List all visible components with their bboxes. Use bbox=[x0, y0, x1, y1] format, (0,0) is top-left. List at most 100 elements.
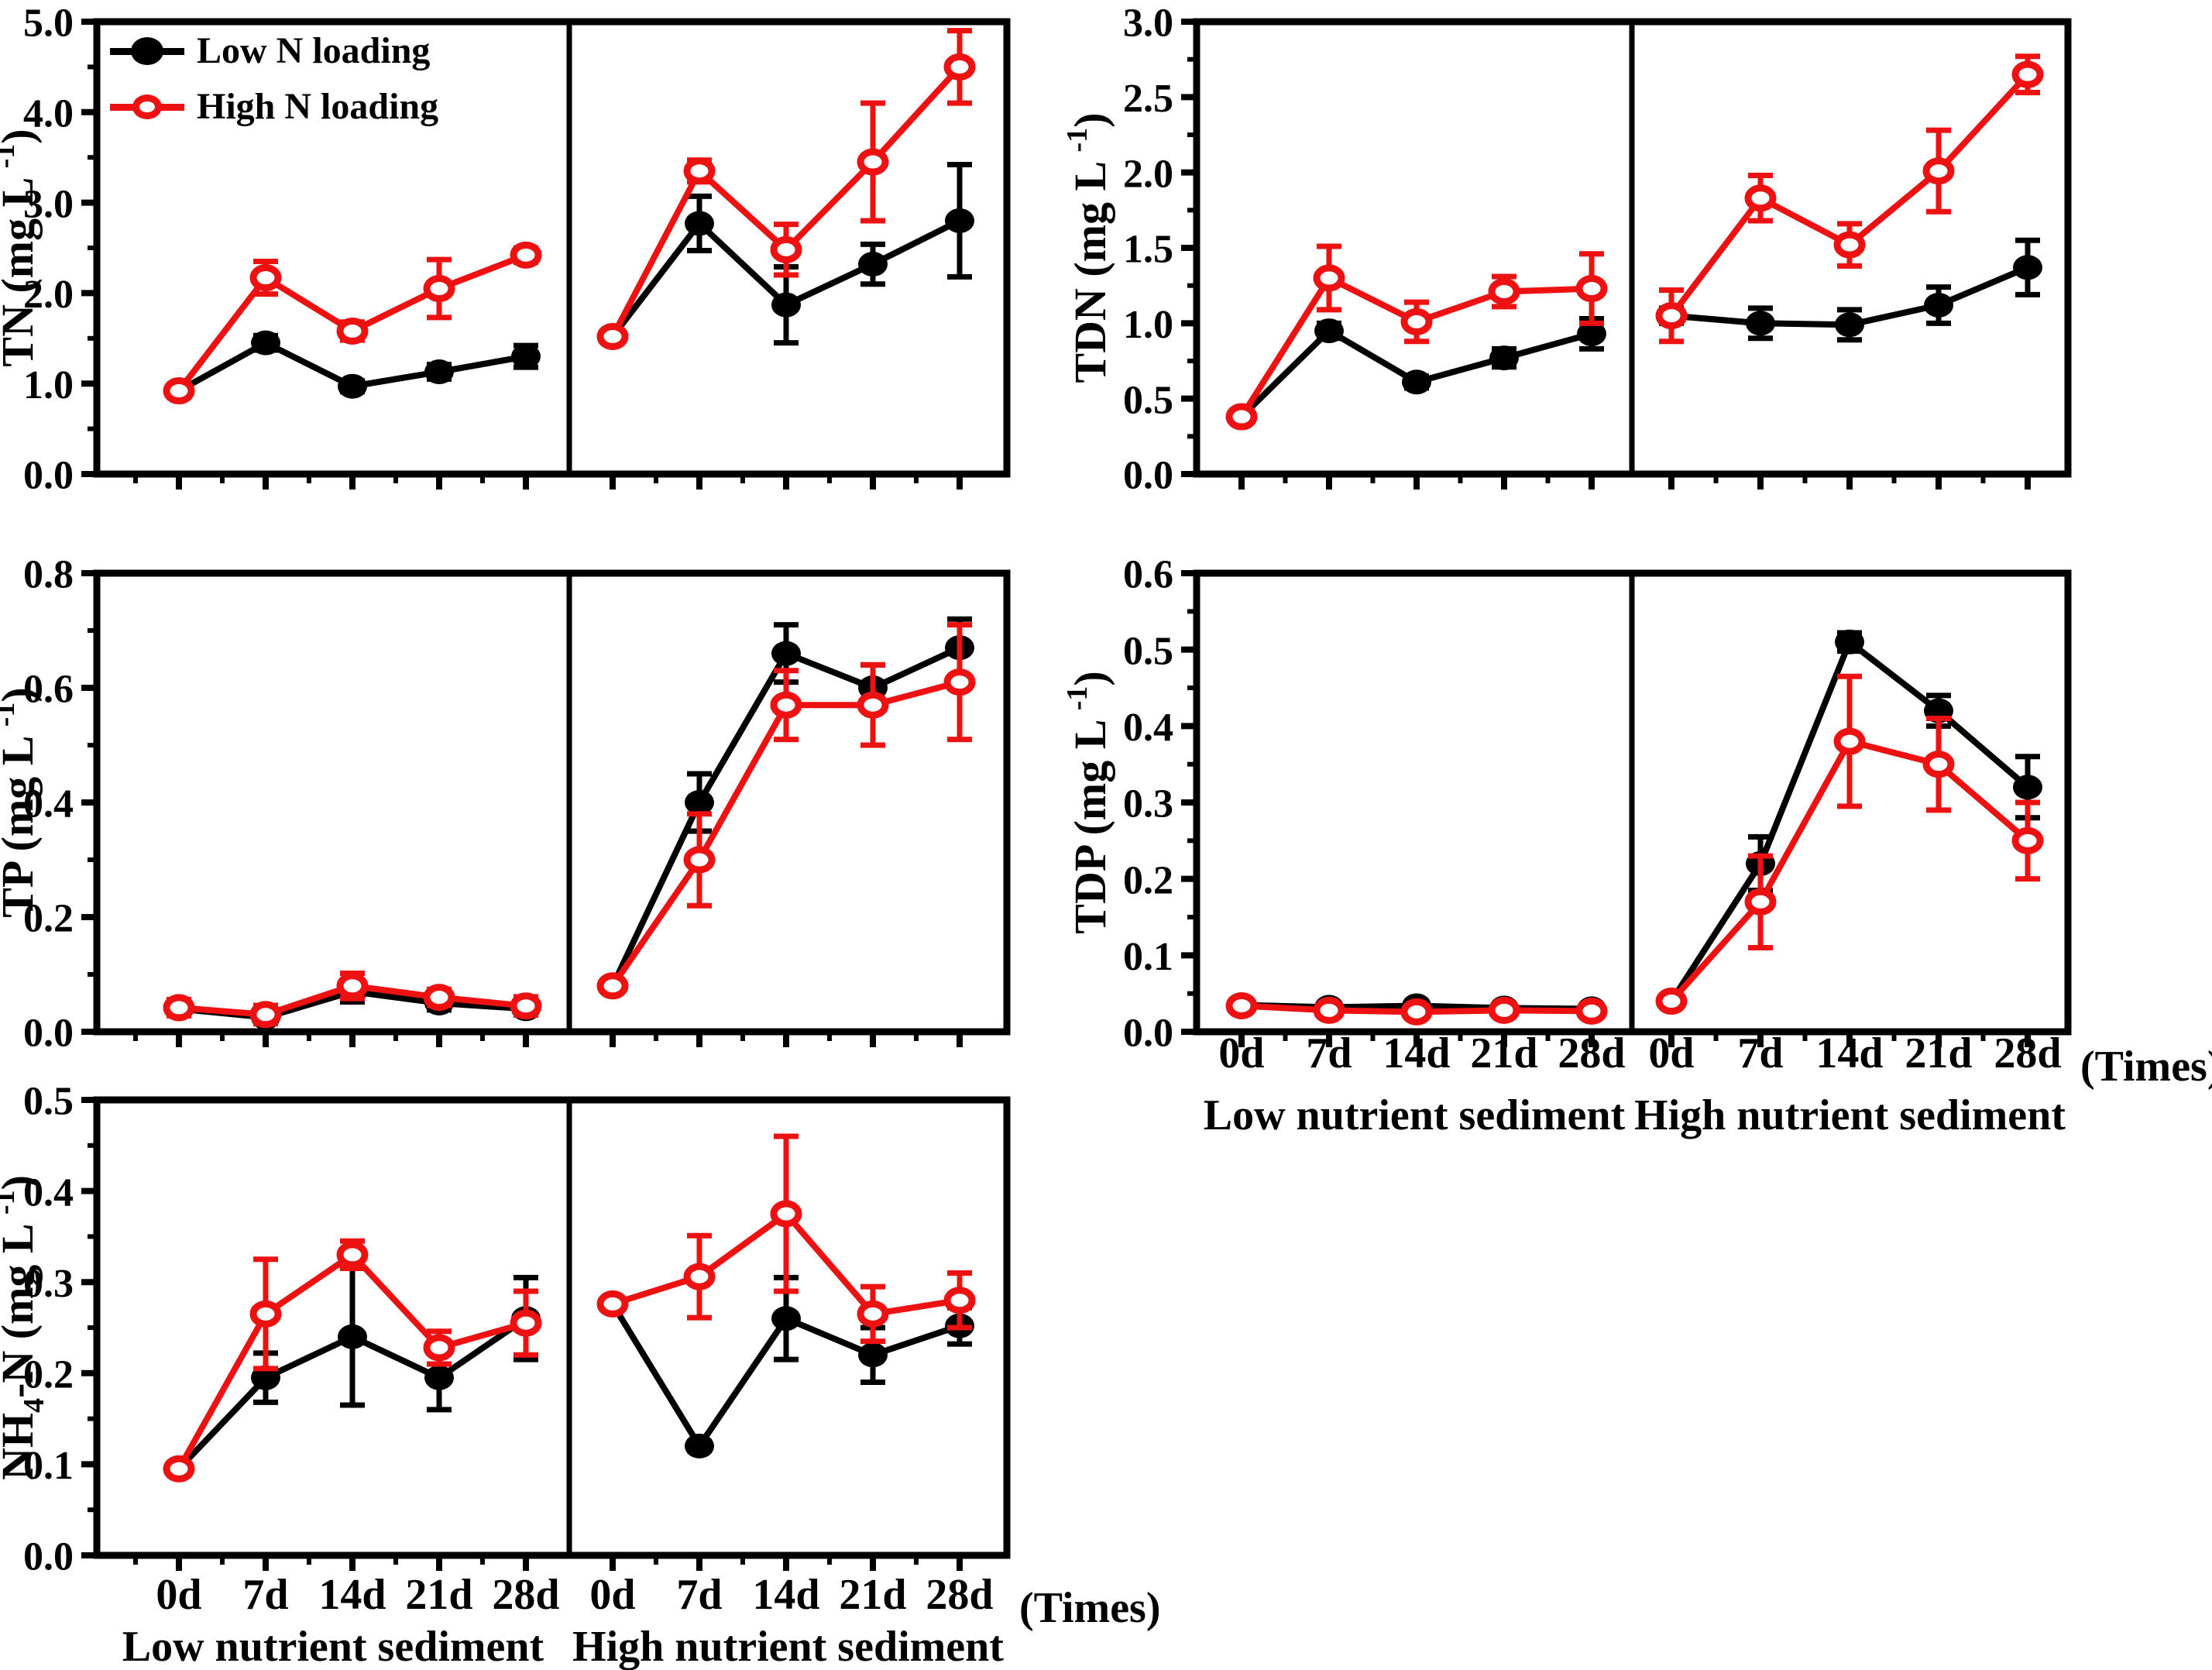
nh4-panel-caption: High nutrient sediment bbox=[572, 1623, 1004, 1670]
open-marker bbox=[943, 1287, 976, 1314]
tdp-panel-0-series-high-n-loading bbox=[1225, 991, 1608, 1026]
filled-marker bbox=[1577, 321, 1606, 346]
filled-marker bbox=[1746, 311, 1775, 336]
tdp-x-tick-label: 21d bbox=[1905, 1029, 1972, 1077]
nh4-y-axis: 0.0 0.1 0.2 0.3 0.4 0.5 bbox=[23, 1080, 97, 1579]
filled-marker bbox=[685, 790, 714, 815]
tdp-y-tick-label: 0.1 bbox=[1123, 935, 1173, 979]
open-marker bbox=[1313, 996, 1345, 1024]
tdp-y-tick-label: 0.2 bbox=[1123, 858, 1173, 902]
open-marker bbox=[596, 322, 629, 350]
tn-y-axis: 0.0 1.0 2.0 3.0 4.0 5.0 bbox=[23, 2, 97, 498]
filled-marker bbox=[1314, 318, 1344, 344]
tp-panel-1-series-high-n-loading bbox=[596, 622, 976, 1000]
nh4-y-axis-title: NH4-N (mg L -1) bbox=[0, 1175, 50, 1480]
tn-y-tick-label: 0.0 bbox=[23, 454, 74, 498]
filled-marker bbox=[945, 208, 974, 233]
tn-panel-0-series-high-n-loading bbox=[163, 241, 542, 405]
filled-black-circle-icon bbox=[110, 33, 184, 69]
open-marker bbox=[857, 148, 889, 176]
open-marker bbox=[1488, 996, 1520, 1024]
filled-marker bbox=[771, 641, 801, 666]
tn-y-axis-title: TN (mg L -1) bbox=[0, 129, 43, 366]
tdp-y-axis-title: TDP (mg L -1) bbox=[1061, 671, 1115, 933]
nh4-y-tick-label: 0.4 bbox=[23, 1170, 74, 1215]
open-marker bbox=[596, 972, 629, 1000]
tdn-y-axis-title: TDN (mg L -1) bbox=[1061, 112, 1115, 383]
tdp-x-tick-label: 0d bbox=[1218, 1029, 1264, 1077]
chart-nh4: 0.0 0.1 0.2 0.3 0.4 0.5 0d 7d 14d 21d 28d Low nutri… bbox=[0, 1069, 1193, 1670]
tp-y-axis: 0.0 0.2 0.4 0.6 0.8 bbox=[23, 553, 97, 1056]
tdp-y-axis: 0.0 0.1 0.2 0.3 0.4 0.5 0.6 bbox=[1123, 553, 1197, 1056]
tp-y-tick-label: 0.6 bbox=[23, 668, 74, 712]
tdn-y-tick-label: 0.5 bbox=[1123, 378, 1173, 422]
tdp-y-tick-label: 0.4 bbox=[1123, 706, 1173, 750]
open-marker bbox=[1575, 275, 1608, 303]
tn-y-tick-label: 5.0 bbox=[23, 2, 74, 46]
legend-label-low-n: Low N loading bbox=[197, 30, 431, 71]
legend: Low N loading High N loading bbox=[110, 29, 438, 129]
open-marker bbox=[943, 53, 976, 81]
nh4-y-tick-label: 0.3 bbox=[23, 1262, 74, 1306]
open-marker bbox=[683, 157, 716, 185]
open-marker bbox=[1488, 277, 1520, 305]
tp-y-tick-label: 0.4 bbox=[23, 782, 74, 826]
tdn-y-tick-label: 0.0 bbox=[1123, 454, 1173, 498]
open-marker bbox=[1744, 184, 1777, 212]
tn-panel-1-series-high-n-loading bbox=[596, 28, 976, 350]
nh4-x-tick-label: 7d bbox=[676, 1571, 722, 1619]
tdp-x-tick-label: 7d bbox=[1306, 1029, 1352, 1077]
filled-marker bbox=[1835, 629, 1864, 655]
legend-item-high-n: High N loading bbox=[110, 85, 438, 129]
open-marker bbox=[163, 994, 195, 1022]
open-marker bbox=[336, 317, 369, 345]
open-marker bbox=[1400, 308, 1433, 335]
filled-marker bbox=[685, 1433, 714, 1459]
tp-chart-svg: 0.0 0.2 0.4 0.6 0.8 TP (mg L -1) bbox=[0, 553, 1011, 1056]
nh4-times-label: (Times) bbox=[1019, 1584, 1161, 1632]
filled-marker bbox=[2013, 775, 2042, 800]
nh4-x-tick-label: 21d bbox=[405, 1571, 472, 1619]
open-marker bbox=[249, 264, 282, 292]
tdp-y-tick-label: 0.3 bbox=[1123, 782, 1173, 826]
plot-frame bbox=[93, 569, 1011, 1036]
tn-y-tick-label: 1.0 bbox=[23, 363, 74, 407]
open-marker bbox=[163, 1455, 195, 1483]
tdn-y-tick-label: 3.0 bbox=[1123, 2, 1173, 46]
open-marker bbox=[249, 1001, 282, 1029]
open-marker bbox=[857, 1300, 889, 1328]
tdp-y-tick-label: 0.0 bbox=[1123, 1012, 1173, 1056]
legend-label-high-n: High N loading bbox=[197, 86, 439, 127]
open-marker bbox=[1744, 888, 1777, 916]
tdp-times-label: (Times) bbox=[2080, 1043, 2212, 1091]
open-marker bbox=[1313, 264, 1345, 292]
open-marker bbox=[2011, 826, 2044, 854]
tn-y-tick-label: 4.0 bbox=[23, 92, 74, 136]
open-marker bbox=[1833, 727, 1866, 755]
tdp-x-tick-label: 21d bbox=[1470, 1029, 1537, 1077]
tdp-panel-1-series-high-n-loading bbox=[1655, 673, 2044, 1015]
tp-y-tick-label: 0.0 bbox=[23, 1012, 74, 1056]
open-marker bbox=[1400, 998, 1433, 1026]
tp-y-tick-label: 0.8 bbox=[23, 553, 74, 597]
tdp-x-tick-label: 7d bbox=[1737, 1029, 1783, 1077]
filled-marker bbox=[1402, 369, 1431, 395]
tp-frame bbox=[93, 569, 1011, 1036]
tdp-x-tick-label: 14d bbox=[1382, 1029, 1450, 1077]
nh4-y-tick-label: 0.2 bbox=[23, 1353, 74, 1397]
tdn-y-tick-label: 2.0 bbox=[1123, 152, 1173, 196]
open-marker bbox=[1833, 231, 1866, 259]
tdp-panel-caption: Low nutrient sediment bbox=[1204, 1091, 1626, 1139]
open-marker bbox=[423, 275, 455, 303]
filled-marker bbox=[1924, 292, 1953, 318]
tdp-x-axis: 0d 7d 14d 21d 28d Low nutrient sediment 0d 7d 14… bbox=[1204, 1029, 2212, 1139]
open-marker bbox=[1922, 157, 1955, 185]
filled-marker bbox=[771, 292, 801, 318]
nh4-x-tick-label: 7d bbox=[242, 1571, 288, 1619]
open-marker bbox=[1655, 988, 1688, 1015]
series-line bbox=[1668, 72, 2030, 318]
legend-item-low-n: Low N loading bbox=[110, 29, 438, 73]
